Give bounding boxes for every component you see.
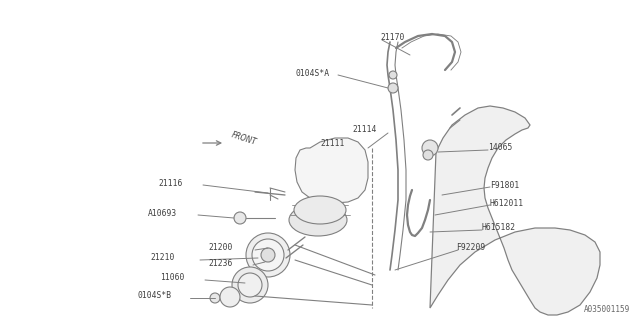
Text: 21200: 21200 — [208, 244, 232, 252]
Text: 11060: 11060 — [160, 274, 184, 283]
Circle shape — [234, 212, 246, 224]
Circle shape — [388, 83, 398, 93]
Text: 21210: 21210 — [150, 253, 174, 262]
Circle shape — [261, 248, 275, 262]
Text: A035001159: A035001159 — [584, 305, 630, 314]
Ellipse shape — [294, 196, 346, 224]
Circle shape — [422, 140, 438, 156]
Text: 21114: 21114 — [352, 125, 376, 134]
Circle shape — [423, 150, 433, 160]
Text: H612011: H612011 — [490, 198, 524, 207]
Circle shape — [232, 267, 268, 303]
Text: 21170: 21170 — [380, 34, 404, 43]
Text: A10693: A10693 — [148, 209, 177, 218]
Polygon shape — [295, 138, 368, 203]
Polygon shape — [430, 106, 600, 315]
Circle shape — [389, 71, 397, 79]
Circle shape — [252, 239, 284, 271]
Text: FRONT: FRONT — [230, 131, 257, 147]
Text: 0104S*B: 0104S*B — [138, 292, 172, 300]
Text: 21111: 21111 — [320, 139, 344, 148]
Ellipse shape — [289, 204, 347, 236]
Text: H615182: H615182 — [482, 223, 516, 233]
Circle shape — [246, 233, 290, 277]
Circle shape — [238, 273, 262, 297]
Text: 21116: 21116 — [158, 179, 182, 188]
Text: 21236: 21236 — [208, 259, 232, 268]
Circle shape — [220, 287, 240, 307]
Text: F91801: F91801 — [490, 180, 519, 189]
Text: 0104S*A: 0104S*A — [295, 68, 329, 77]
Text: 14065: 14065 — [488, 143, 513, 153]
Circle shape — [210, 293, 220, 303]
Text: F92209: F92209 — [456, 244, 485, 252]
